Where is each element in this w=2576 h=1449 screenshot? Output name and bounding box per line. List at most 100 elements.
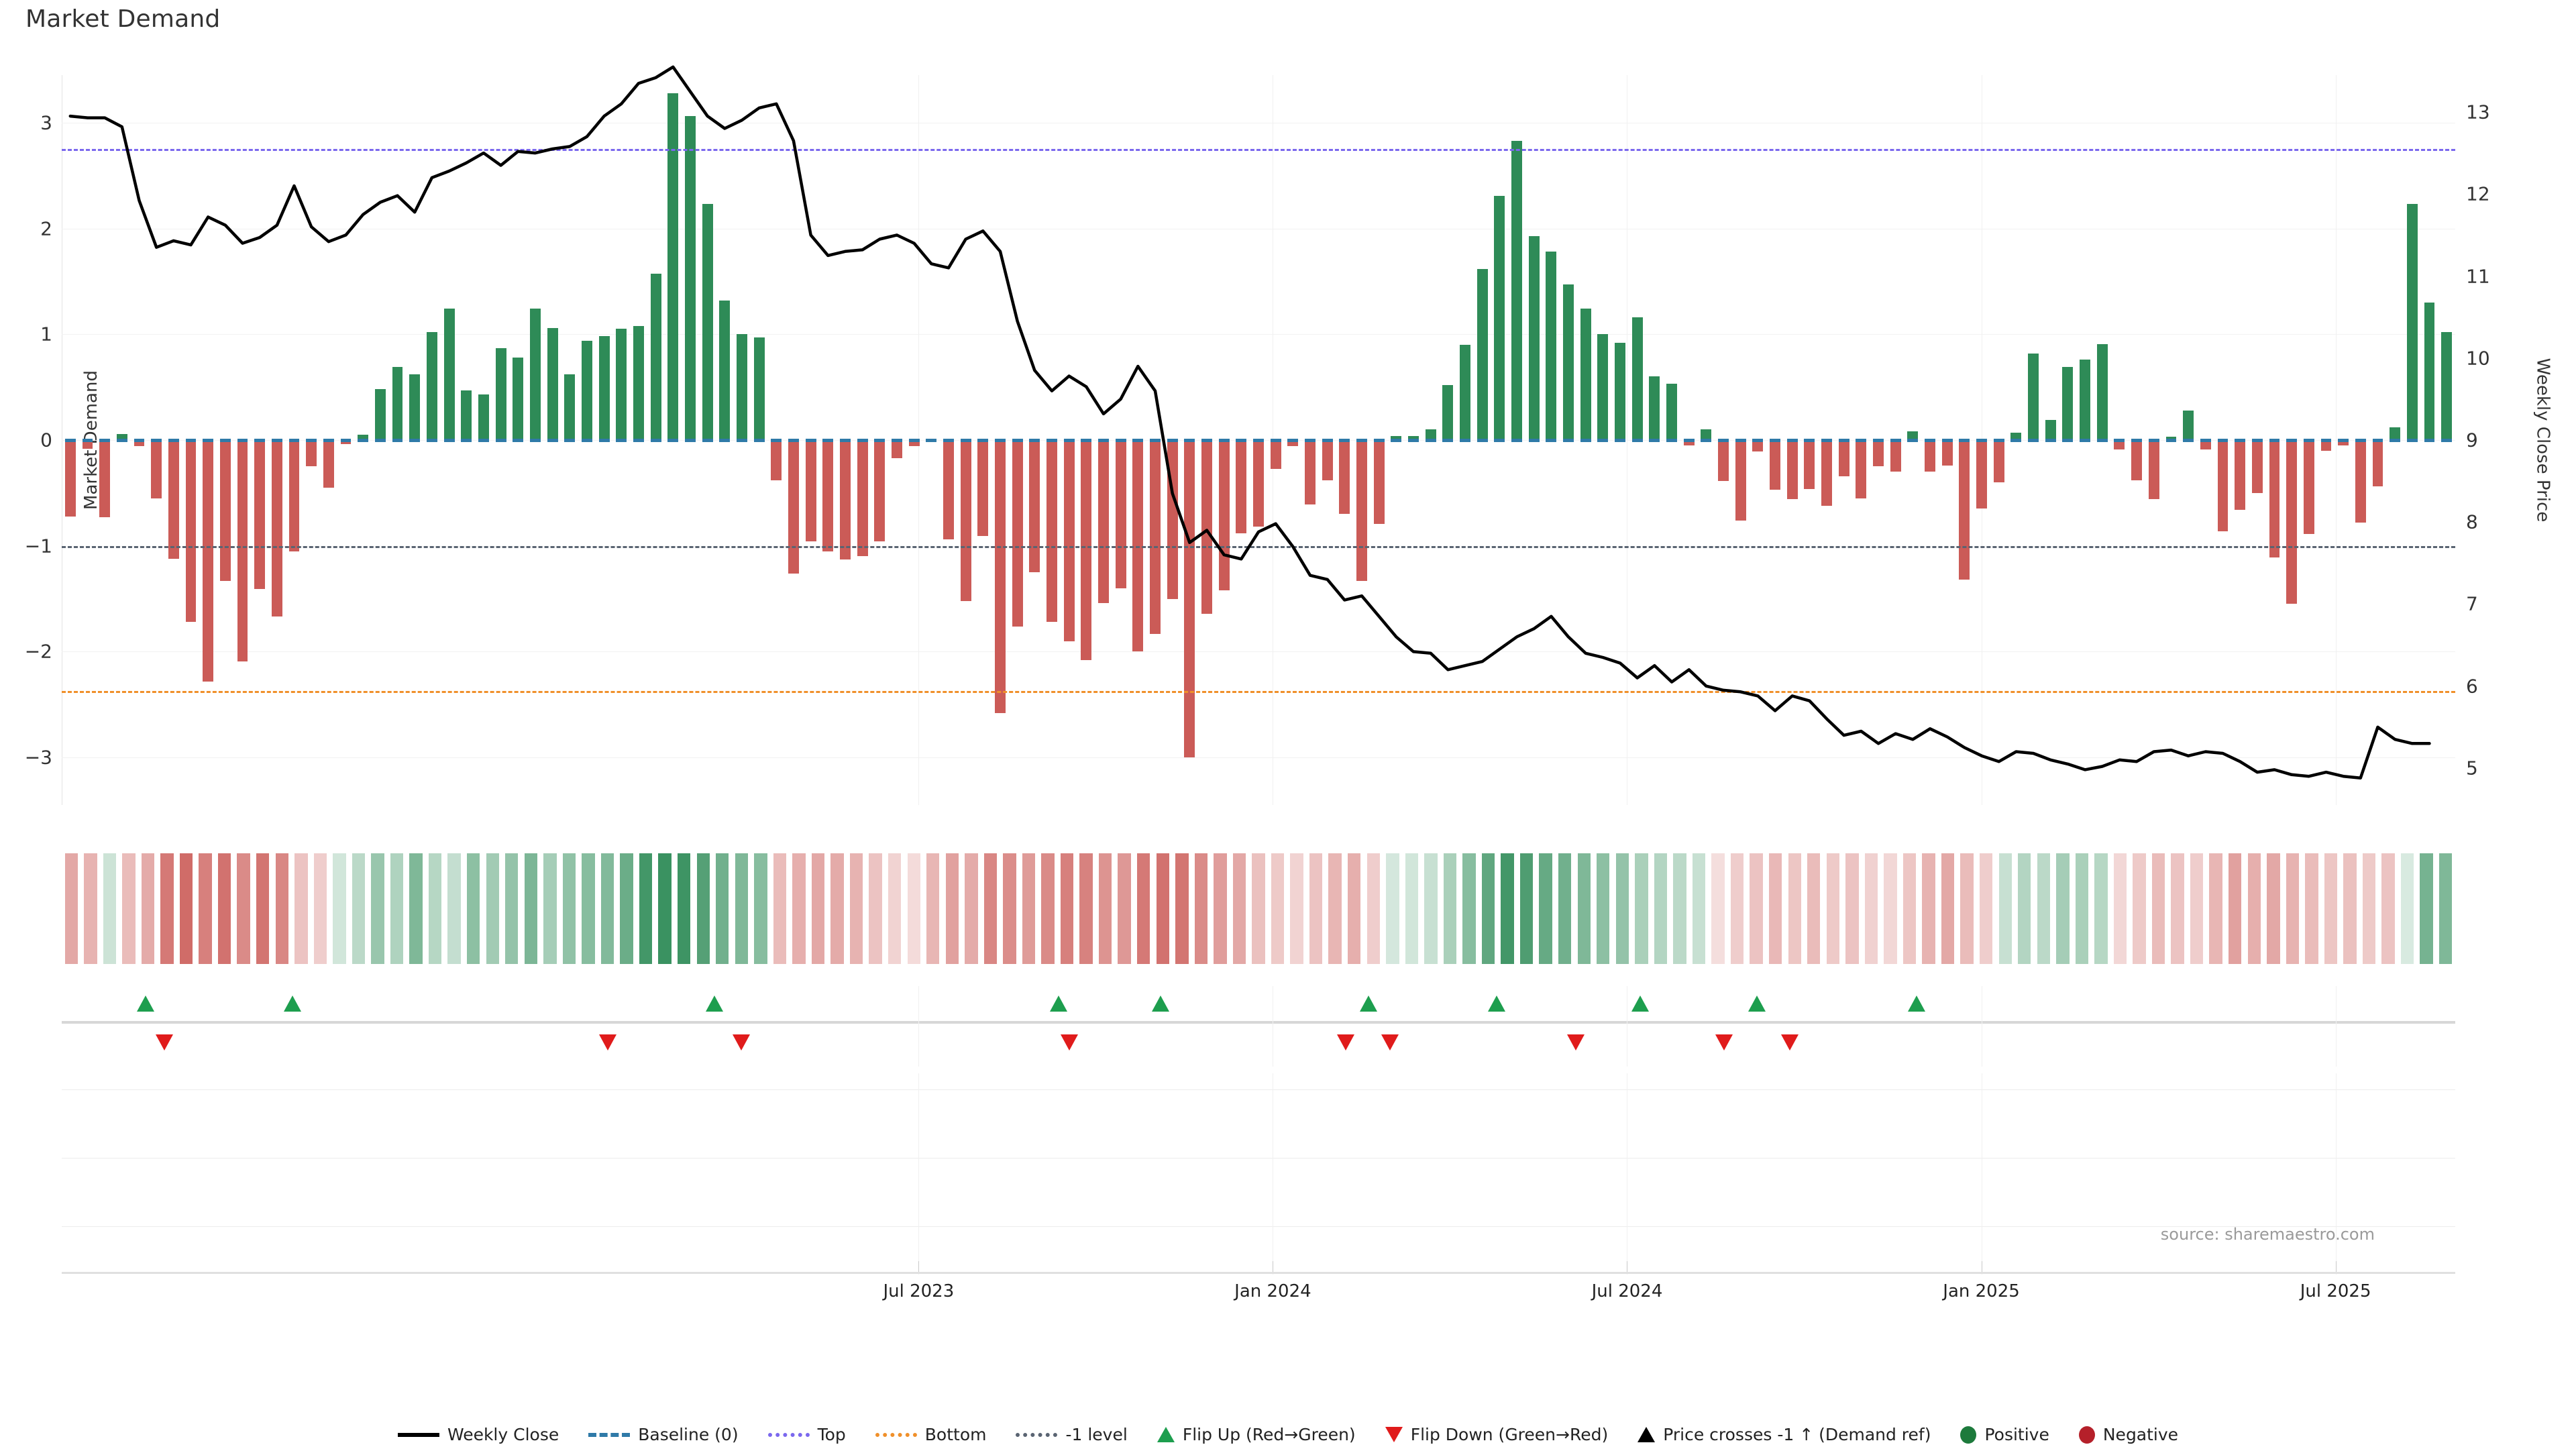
baseline-segment bbox=[168, 439, 179, 442]
baseline-segment bbox=[1425, 439, 1436, 442]
demand-bar-negative bbox=[1718, 440, 1729, 482]
line-dotted-orange-icon bbox=[875, 1432, 917, 1437]
demand-bar-positive bbox=[392, 367, 403, 440]
baseline-segment bbox=[633, 439, 644, 442]
y-axis-right-label: Weekly Close Price bbox=[2532, 358, 2553, 523]
baseline-segment bbox=[1253, 439, 1264, 442]
demand-bar-negative bbox=[822, 440, 834, 551]
legend-item[interactable]: Negative bbox=[2078, 1425, 2178, 1444]
heat-cell-positive bbox=[1635, 853, 1648, 964]
heat-cell-negative bbox=[2381, 853, 2395, 964]
flip-down-marker bbox=[733, 1034, 751, 1051]
legend-item[interactable]: Bottom bbox=[875, 1425, 987, 1444]
x-axis-line bbox=[62, 1272, 2455, 1274]
demand-bar-negative bbox=[1287, 440, 1299, 447]
baseline-segment bbox=[271, 439, 282, 442]
baseline-segment bbox=[323, 439, 334, 442]
flip-marker-panel bbox=[62, 986, 2455, 1067]
x-tick-label: Jul 2025 bbox=[2300, 1281, 2371, 1301]
baseline-segment bbox=[478, 439, 489, 442]
demand-bar-negative bbox=[908, 440, 920, 447]
demand-bar-positive bbox=[702, 204, 713, 440]
demand-bar-negative bbox=[1373, 440, 1385, 524]
flip-down-marker bbox=[1061, 1034, 1079, 1051]
baseline-segment bbox=[1873, 439, 1884, 442]
heat-cell-negative bbox=[1156, 853, 1169, 964]
demand-bar-negative bbox=[1873, 440, 1884, 467]
page-title: Market Demand bbox=[25, 5, 221, 33]
demand-bar-negative bbox=[2269, 440, 2280, 558]
legend-item[interactable]: Top bbox=[767, 1425, 846, 1444]
heat-cell-positive bbox=[524, 853, 538, 964]
legend-item[interactable]: Baseline (0) bbox=[588, 1425, 739, 1444]
vertical-gridline bbox=[2335, 986, 2337, 1067]
demand-bar-negative bbox=[839, 440, 851, 560]
baseline-segment bbox=[1218, 439, 1230, 442]
legend-label: Bottom bbox=[924, 1425, 987, 1444]
demand-bar-negative bbox=[1804, 440, 1815, 489]
demand-bar-positive bbox=[667, 93, 679, 440]
demand-bar-negative bbox=[2338, 440, 2349, 445]
flip-down-marker bbox=[1781, 1034, 1799, 1051]
lower-empty-panel bbox=[62, 1073, 2455, 1275]
baseline-segment bbox=[2114, 439, 2125, 442]
heat-cell-positive bbox=[543, 853, 557, 964]
baseline-segment bbox=[2338, 439, 2349, 442]
demand-bar-positive bbox=[374, 389, 386, 440]
baseline-segment bbox=[1528, 439, 1540, 442]
demand-bar-positive bbox=[2080, 360, 2091, 440]
heat-cell-negative bbox=[830, 853, 844, 964]
legend-item[interactable]: Price crosses -1 ↑ (Demand ref) bbox=[1638, 1425, 1931, 1444]
baseline-segment bbox=[1615, 439, 1625, 442]
heat-cell-positive bbox=[1462, 853, 1476, 964]
flip-down-marker bbox=[1567, 1034, 1585, 1051]
legend-item[interactable]: Weekly Close bbox=[397, 1425, 559, 1444]
baseline-segment bbox=[2062, 439, 2074, 442]
heat-cell-negative bbox=[84, 853, 97, 964]
baseline-segment bbox=[392, 439, 403, 442]
demand-bar-positive bbox=[1546, 252, 1557, 440]
demand-bar-positive bbox=[461, 390, 472, 440]
line-dashed-blue-icon bbox=[588, 1432, 631, 1437]
legend-item[interactable]: Flip Up (Red→Green) bbox=[1157, 1425, 1356, 1444]
demand-bar-negative bbox=[2114, 440, 2125, 450]
baseline-segment bbox=[2010, 439, 2022, 442]
heat-cell-negative bbox=[294, 853, 308, 964]
demand-bar-negative bbox=[2251, 440, 2263, 493]
demand-bar-negative bbox=[1770, 440, 1781, 490]
y-tick-left-label: −1 bbox=[24, 535, 52, 557]
legend-item[interactable]: Positive bbox=[1960, 1425, 2049, 1444]
demand-bar-negative bbox=[1270, 440, 1281, 469]
legend-item[interactable]: -1 level bbox=[1016, 1425, 1128, 1444]
y-tick-right-label: 7 bbox=[2466, 592, 2478, 615]
baseline-segment bbox=[1511, 439, 1522, 442]
heat-cell-negative bbox=[2324, 853, 2338, 964]
demand-bar-negative bbox=[1305, 440, 1316, 505]
baseline-segment bbox=[1442, 439, 1454, 442]
demand-bar-positive bbox=[2062, 367, 2074, 440]
heat-cell-negative bbox=[1348, 853, 1361, 964]
heat-cell-positive bbox=[2056, 853, 2070, 964]
heat-cell-negative bbox=[1884, 853, 1897, 964]
y-tick-right-label: 12 bbox=[2466, 182, 2490, 205]
flip-up-marker bbox=[1748, 996, 1766, 1012]
demand-bar-negative bbox=[1976, 440, 1988, 509]
baseline-segment bbox=[219, 439, 231, 442]
demand-bar-negative bbox=[2200, 440, 2211, 450]
legend-label: Baseline (0) bbox=[638, 1425, 739, 1444]
legend-item[interactable]: Flip Down (Green→Red) bbox=[1385, 1425, 1608, 1444]
legend-label: Price crosses -1 ↑ (Demand ref) bbox=[1663, 1425, 1931, 1444]
legend-label: Top bbox=[817, 1425, 846, 1444]
y-tick-right-label: 11 bbox=[2466, 265, 2490, 287]
bottom-reference-line bbox=[62, 690, 2455, 693]
heat-cell-positive bbox=[2018, 853, 2031, 964]
baseline-segment bbox=[2424, 439, 2435, 442]
baseline-segment bbox=[2441, 439, 2453, 442]
demand-bar-positive bbox=[616, 329, 627, 440]
baseline-segment bbox=[288, 439, 300, 442]
demand-bar-negative bbox=[219, 440, 231, 581]
baseline-segment bbox=[2320, 439, 2332, 442]
demand-bar-positive bbox=[409, 374, 421, 440]
demand-bar-negative bbox=[1184, 440, 1195, 758]
heat-cell-positive bbox=[1443, 853, 1457, 964]
